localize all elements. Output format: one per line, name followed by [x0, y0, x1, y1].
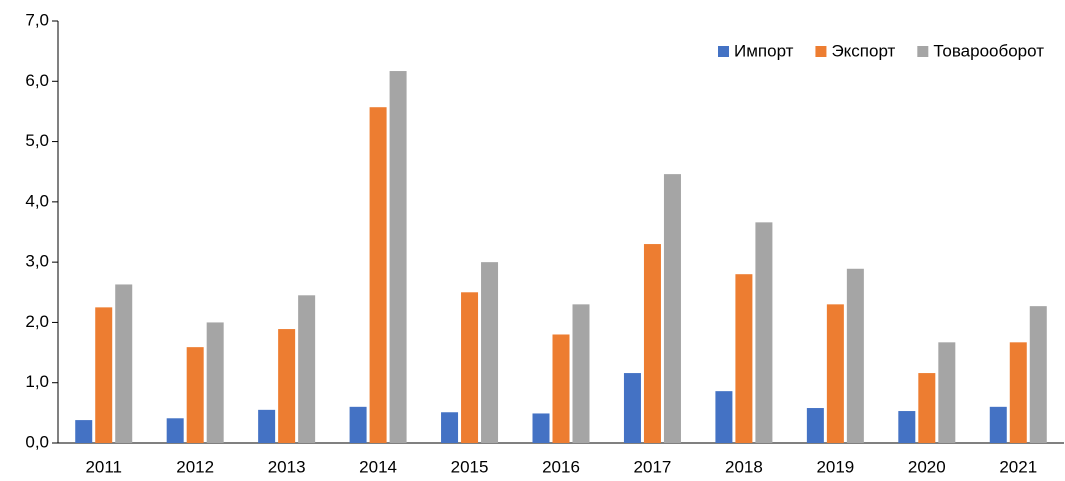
bar: [552, 334, 570, 443]
bar: [206, 322, 224, 443]
legend-item: Экспорт: [815, 41, 896, 60]
y-tick-label: 4,0: [25, 191, 49, 210]
bar: [481, 262, 499, 443]
bar: [441, 412, 459, 443]
bar: [349, 406, 367, 443]
bar: [532, 413, 550, 443]
bar: [846, 268, 864, 443]
x-tick-label: 2018: [725, 457, 763, 476]
x-tick-label: 2014: [359, 457, 397, 476]
x-tick-label: 2011: [85, 457, 122, 476]
bar: [298, 295, 316, 443]
bar: [735, 274, 753, 443]
bar: [806, 408, 824, 443]
bar: [826, 304, 844, 443]
y-tick-label: 6,0: [25, 71, 49, 90]
bar: [115, 284, 133, 443]
bar: [572, 304, 590, 443]
legend-item: Товарооборот: [917, 41, 1044, 60]
y-tick-label: 2,0: [25, 312, 49, 331]
bar: [1009, 342, 1027, 443]
y-tick-label: 5,0: [25, 131, 49, 150]
bar: [278, 329, 296, 443]
x-tick-label: 2017: [634, 457, 672, 476]
legend-swatch: [718, 46, 729, 57]
x-tick-label: 2020: [908, 457, 946, 476]
bar: [898, 411, 916, 443]
bar: [75, 420, 93, 443]
bar: [166, 418, 184, 443]
bar: [643, 244, 661, 443]
legend-label: Импорт: [734, 41, 794, 60]
bar: [461, 292, 479, 443]
bar: [95, 307, 113, 443]
x-tick-label: 2019: [816, 457, 854, 476]
x-tick-label: 2013: [268, 457, 306, 476]
legend-item: Импорт: [718, 41, 794, 60]
x-tick-label: 2016: [542, 457, 580, 476]
x-tick-label: 2021: [999, 457, 1037, 476]
y-tick-label: 3,0: [25, 252, 49, 271]
bar: [663, 174, 681, 443]
bar: [755, 222, 773, 443]
bar: [186, 347, 204, 443]
bar: [989, 406, 1007, 443]
bar: [938, 342, 956, 443]
legend-label: Экспорт: [831, 41, 895, 60]
y-tick-label: 7,0: [25, 10, 49, 29]
bar: [369, 107, 387, 444]
x-tick-label: 2015: [451, 457, 489, 476]
legend-swatch: [815, 46, 827, 57]
bar: [623, 373, 641, 443]
legend-swatch: [917, 46, 929, 57]
y-tick-label: 1,0: [25, 372, 49, 391]
bar: [258, 409, 276, 443]
y-tick-label: 0,0: [25, 432, 49, 451]
bar: [715, 391, 733, 443]
bar: [389, 71, 407, 443]
bar: [918, 373, 936, 443]
x-tick-label: 2012: [176, 457, 214, 476]
bar: [1029, 306, 1047, 443]
legend-label: Товарооборот: [933, 41, 1044, 60]
